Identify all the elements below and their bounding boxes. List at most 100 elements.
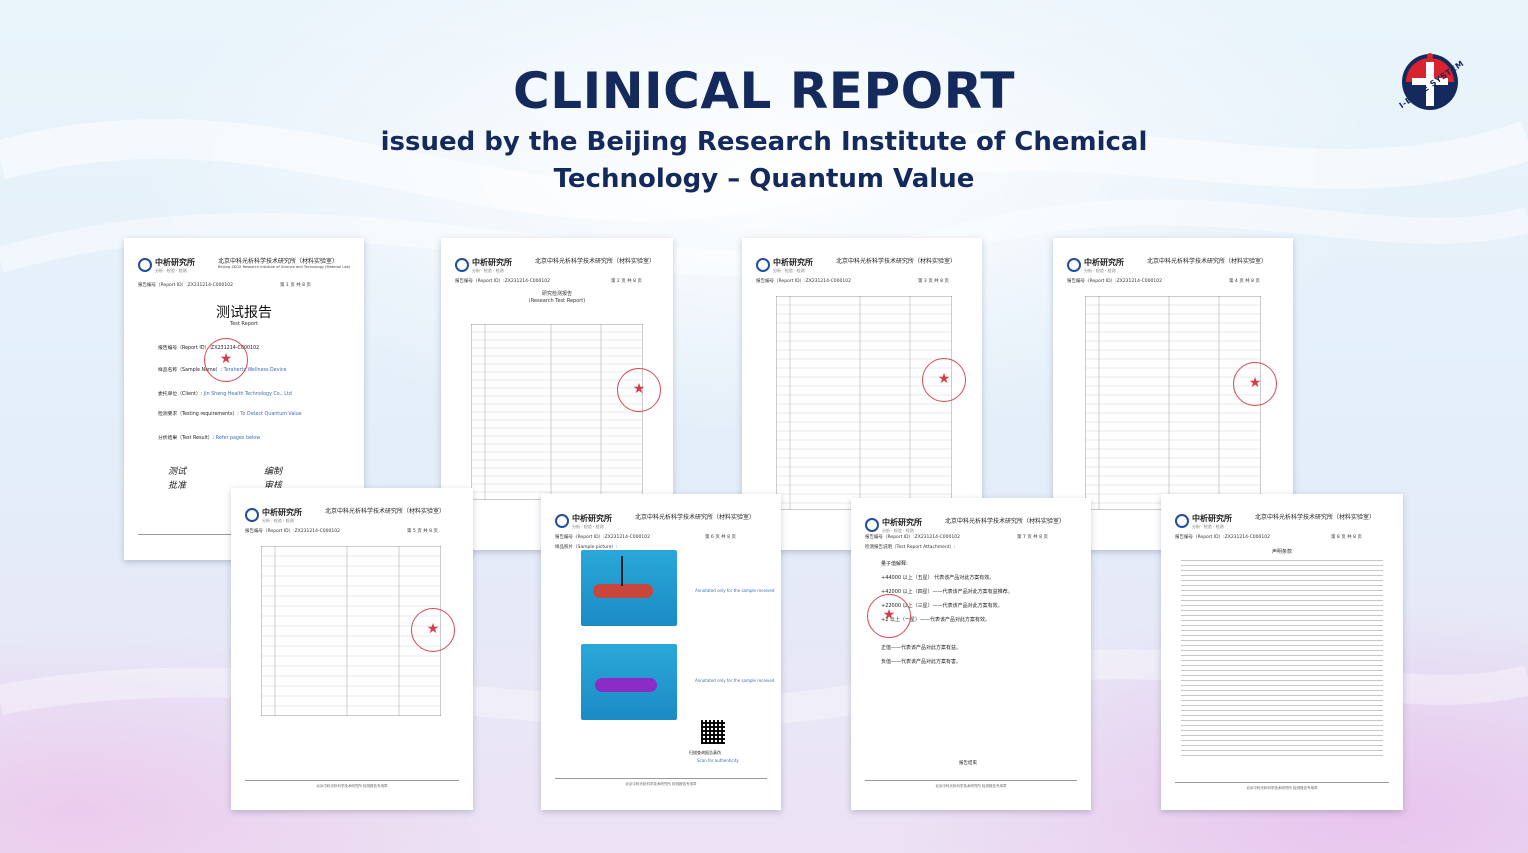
page-number: 第 2 页 共 8 页 [611, 279, 642, 284]
report-page-declaration: 中析研究所 分析 · 检验 · 检测 北京中科光析科学技术研究所（材料实验室） … [1161, 494, 1403, 810]
org-subtitle: 分析 · 检验 · 检测 [262, 518, 294, 523]
field-result: 分析结果（Test Result）: Refer pages below [158, 434, 260, 441]
declaration-body [1181, 560, 1383, 760]
photos-label: 样品照片（Sample picture）: [555, 545, 618, 550]
institute-name: 北京中科光析科学技术研究所（材料实验室） [836, 258, 957, 265]
photo-note-2: Annotated only for the sample received [695, 678, 775, 683]
page-number: 第 4 页 共 8 页 [1229, 279, 1260, 284]
institute-logo-icon [138, 258, 152, 272]
footer-divider [1175, 782, 1389, 783]
report-id: 报告编号（Report ID）:ZX231214-C000102 [1175, 535, 1270, 540]
signature-approved: 批准 [168, 481, 187, 491]
cover-title: 测试报告 [216, 305, 272, 321]
org-name: 中析研究所 [572, 514, 612, 523]
sample-photo-purple [581, 644, 677, 720]
footer-divider [245, 780, 459, 781]
org-subtitle: 分析 · 检验 · 检测 [1084, 268, 1116, 273]
field-sample-name-label: 样品名称（Sample Name）: [158, 368, 223, 373]
declaration-title: 声明条款 [1271, 549, 1292, 555]
institute-name: 北京中科光析科学技术研究所（材料实验室） [218, 258, 339, 265]
photo-note-1: Annotated only for the sample received [695, 588, 775, 593]
page-number: 第 7 页 共 8 页 [1017, 535, 1048, 540]
field-client-value: Jin Sheng Health Technology Co., Ltd [203, 392, 292, 397]
institute-logo-icon [245, 508, 259, 522]
explanation-line-1: 量子值解释: [881, 561, 908, 567]
i-elite-logo-icon [1402, 53, 1458, 110]
qr-code-icon [701, 720, 725, 744]
report-id: 报告编号（Report ID）:ZX231214-C000102 [1067, 279, 1162, 284]
signature-verified: 审核 [264, 481, 283, 491]
page-number: 第 5 页 共 8 页 [407, 529, 438, 534]
institute-logo-icon [555, 514, 569, 528]
results-title: 研究检测报告 [541, 291, 572, 297]
org-subtitle: 分析 · 检验 · 检测 [572, 524, 604, 529]
org-subtitle: 分析 · 检验 · 检测 [155, 268, 187, 273]
institute-logo-icon [865, 518, 879, 532]
institute-name: 北京中科光析科学技术研究所（材料实验室） [635, 514, 756, 521]
page-title: CLINICAL REPORT [513, 62, 1015, 120]
footer-text: 北京中科光析科学技术研究所 检测报告专用章 [316, 784, 388, 788]
org-subtitle: 分析 · 检验 · 检测 [773, 268, 805, 273]
subtitle-line-2: Technology – Quantum Value [553, 164, 975, 194]
signature-edited: 编制 [264, 467, 283, 477]
field-requirements-label: 检测要求（Testing requirements）: [158, 412, 239, 417]
field-requirements-value: To Detect Quantum Value [240, 412, 302, 417]
results-table [775, 295, 953, 511]
footer-text: 北京中科光析科学技术研究所 检测报告专用章 [935, 784, 1007, 788]
qr-caption: 扫描查询报告真伪 [689, 750, 721, 755]
institute-name: 北京中科光析科学技术研究所（材料实验室） [535, 258, 656, 265]
org-name: 中析研究所 [882, 518, 922, 527]
org-subtitle: 分析 · 检验 · 检测 [1192, 524, 1224, 529]
field-client: 委托单位（Client）: Jin Sheng Health Technolog… [158, 390, 292, 397]
field-result-label: 分析结果（Test Result）: [158, 436, 215, 441]
footer-text: 北京中科光析科学技术研究所 检测报告专用章 [625, 782, 697, 786]
red-seal-icon [204, 338, 248, 382]
institute-name: 北京中科光析科学技术研究所（材料实验室） [945, 518, 1066, 525]
explanation-label: 检测报告说明（Test Report Attachment）: [865, 545, 956, 550]
institute-name: 北京中科光析科学技术研究所（材料实验室） [325, 508, 446, 515]
report-id: 报告编号（Report ID）:ZX231214-C000102 [555, 535, 650, 540]
report-id: 报告编号（Report ID）:ZX231214-C000102 [245, 529, 340, 534]
red-seal-icon [922, 358, 966, 402]
institute-logo-icon [756, 258, 770, 272]
explanation-line-7: 负值——代表该产品对此方案有害。 [881, 659, 962, 665]
red-seal-icon [617, 368, 661, 412]
page-number: 第 1 页 共 8 页 [280, 283, 311, 288]
report-id: 报告编号（Report ID）:ZX231214-C000102 [138, 283, 233, 288]
institute-logo-icon [455, 258, 469, 272]
results-table [470, 323, 644, 501]
cover-title-en: Test Report [229, 321, 258, 327]
explanation-line-3: +42000 以上（四星）——代表该产品对此方案有益推荐。 [881, 589, 1013, 595]
footer-divider [555, 778, 767, 779]
footer-text: 北京中科光析科学技术研究所 检测报告专用章 [1246, 786, 1318, 790]
institute-name-en: Beijing ZKGX Research Institute of Scien… [218, 265, 351, 269]
institute-logo-icon [1067, 258, 1081, 272]
explanation-line-4: +22000 以上（三星）——代表该产品对此方案有效。 [881, 603, 1003, 609]
report-end: 报告结束 [959, 761, 977, 766]
red-seal-icon [1233, 362, 1277, 406]
report-page-photos: 中析研究所 分析 · 检验 · 检测 北京中科光析科学技术研究所（材料实验室） … [541, 494, 781, 810]
field-result-value: Refer pages below [215, 436, 261, 441]
org-name: 中析研究所 [1084, 258, 1124, 267]
report-page-results-5: 中析研究所 分析 · 检验 · 检测 北京中科光析科学技术研究所（材料实验室） … [231, 488, 473, 810]
org-name: 中析研究所 [773, 258, 813, 267]
qr-caption-en: Scan for authenticity [697, 758, 739, 763]
explanation-line-5: +2 以上（一星）——代表该产品对此方案有效。 [881, 617, 990, 623]
org-name: 中析研究所 [1192, 514, 1232, 523]
page-number: 第 3 页 共 8 页 [918, 279, 949, 284]
sample-photo-red [581, 550, 677, 626]
red-seal-icon [411, 608, 455, 652]
page-number: 第 6 页 共 8 页 [705, 535, 736, 540]
report-id: 报告编号（Report ID）:ZX231214-C000102 [455, 279, 550, 284]
field-client-label: 委托单位（Client）: [158, 392, 203, 397]
org-name: 中析研究所 [262, 508, 302, 517]
org-name: 中析研究所 [155, 258, 195, 267]
page-number: 第 8 页 共 8 页 [1331, 535, 1362, 540]
institute-name: 北京中科光析科学技术研究所（材料实验室） [1255, 514, 1376, 521]
field-sample-name: 样品名称（Sample Name）: Terahertz Wellness De… [158, 366, 286, 373]
institute-logo-icon [1175, 514, 1189, 528]
signature-tested: 测试 [168, 467, 187, 477]
results-table [1084, 295, 1262, 511]
footer-divider [865, 780, 1077, 781]
page-subtitle: issued by the Beijing Research Institute… [0, 124, 1528, 198]
